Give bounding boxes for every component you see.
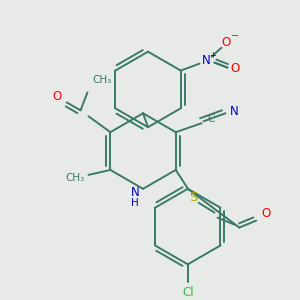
Text: Cl: Cl bbox=[182, 286, 194, 299]
Text: N: N bbox=[230, 105, 238, 118]
Text: C: C bbox=[208, 114, 215, 124]
Text: −: − bbox=[231, 31, 239, 41]
Text: O: O bbox=[222, 36, 231, 49]
Text: +: + bbox=[209, 51, 216, 60]
Text: CH₃: CH₃ bbox=[92, 76, 112, 85]
Text: O: O bbox=[231, 62, 240, 75]
Text: O: O bbox=[262, 207, 271, 220]
Text: S: S bbox=[189, 191, 198, 204]
Text: N: N bbox=[202, 54, 211, 67]
Text: N: N bbox=[131, 186, 140, 199]
Text: O: O bbox=[52, 90, 61, 103]
Text: CH₃: CH₃ bbox=[65, 173, 84, 183]
Text: H: H bbox=[131, 198, 139, 208]
